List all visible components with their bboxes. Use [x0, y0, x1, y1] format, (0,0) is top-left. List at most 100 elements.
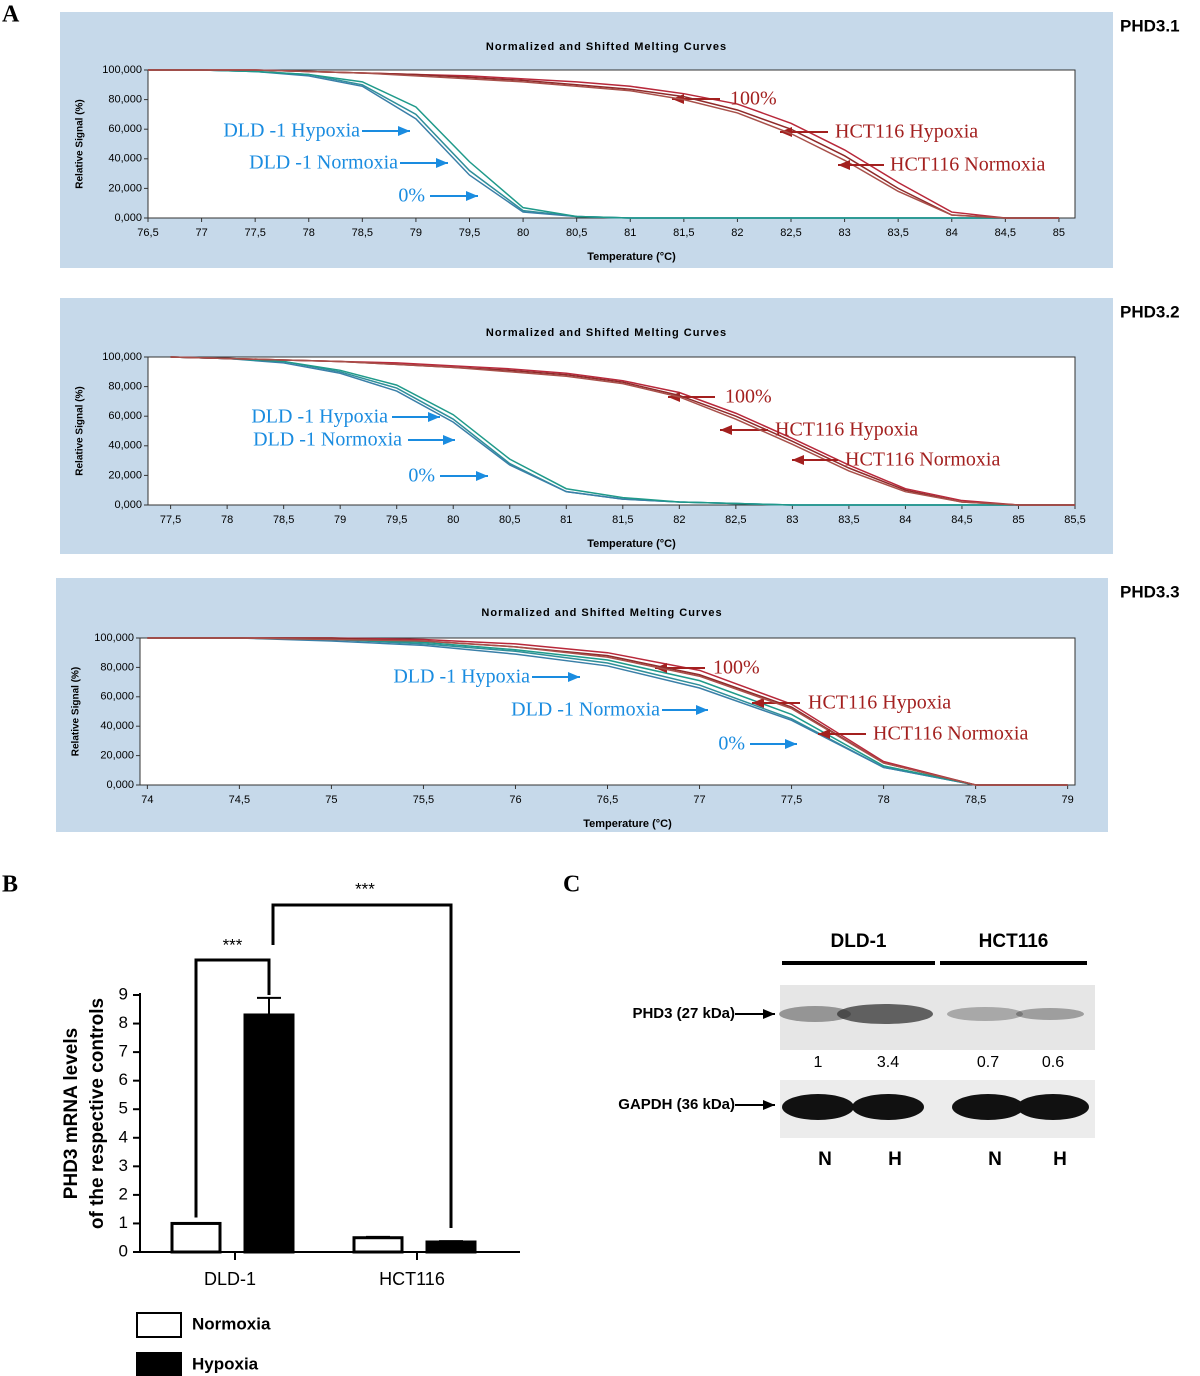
x-tick-label: 77,5	[160, 514, 181, 526]
curve-annotation: 0%	[718, 733, 745, 755]
x-tick-label: 84,5	[951, 514, 972, 526]
x-tick-label: 79,5	[459, 227, 480, 239]
chart-title: Normalized and Shifted Melting Curves	[481, 607, 722, 619]
x-tick-label: 80,5	[566, 227, 587, 239]
x-tick-label: 75,5	[413, 794, 434, 806]
arrow-head	[476, 471, 488, 481]
x-tick-label: 78	[221, 514, 233, 526]
blot-quantification: 0.6	[1042, 1054, 1064, 1071]
y-tick-label: 0	[119, 1241, 128, 1260]
x-tick-label: 78,5	[965, 794, 986, 806]
x-tick-label: 78,5	[352, 227, 373, 239]
y-tick-label: 8	[119, 1013, 128, 1032]
y-tick-label: 20,000	[100, 750, 134, 762]
y-tick-label: 100,000	[94, 632, 134, 644]
y-tick-label: 20,000	[108, 469, 142, 481]
x-tick-label: 79	[410, 227, 422, 239]
melting-curve	[170, 356, 1075, 506]
curve-annotation: 0%	[408, 465, 435, 487]
x-tick-label: 77,5	[781, 794, 802, 806]
panel-letter: A	[2, 2, 20, 28]
x-tick-label: 78,5	[273, 514, 294, 526]
plot-area	[147, 69, 1076, 219]
blot-quantification: 1	[814, 1054, 823, 1071]
x-tick-label: 78	[303, 227, 315, 239]
y-axis-label: Relative Signal (%)	[71, 667, 82, 756]
arrow-head	[785, 739, 797, 749]
curve-annotation: DLD -1 Hypoxia	[393, 666, 530, 688]
blot-band	[782, 1094, 854, 1120]
blot-row-label: GAPDH (36 kDa)	[618, 1096, 735, 1113]
y-tick-label: 100,000	[102, 64, 142, 76]
x-tick-label: 77	[693, 794, 705, 806]
bar	[352, 1236, 404, 1254]
curve-annotation: HCT116 Normoxia	[873, 723, 1028, 745]
x-tick-label: 81,5	[612, 514, 633, 526]
x-tick-label: 85	[1053, 227, 1065, 239]
curve-annotation: DLD -1 Normoxia	[249, 152, 398, 174]
x-tick-label: 83	[838, 227, 850, 239]
lane-label: N	[988, 1149, 1002, 1170]
x-tick-label: 83,5	[887, 227, 908, 239]
y-tick-label: 80,000	[108, 94, 142, 106]
lane-label: H	[1053, 1149, 1067, 1170]
x-tick-label: 77,5	[244, 227, 265, 239]
curve-annotation: HCT116 Hypoxia	[835, 121, 978, 143]
x-tick-label: 76	[509, 794, 521, 806]
y-tick-label: 40,000	[108, 153, 142, 165]
legend-swatch	[136, 1352, 182, 1376]
melting-curve	[148, 69, 1059, 219]
panel-label: PHD3.3	[1120, 582, 1180, 601]
arrow-head	[838, 160, 850, 170]
melting-curve	[147, 637, 1068, 786]
y-tick-label: 60,000	[108, 123, 142, 135]
x-tick-label: 80,5	[499, 514, 520, 526]
curve-annotation: HCT116 Normoxia	[890, 154, 1045, 176]
y-axis-label: Relative Signal (%)	[75, 386, 86, 475]
y-tick-label: 0,000	[114, 499, 142, 511]
y-tick-label: 80,000	[108, 381, 142, 393]
y-tick-label: 0,000	[114, 212, 142, 224]
x-tick-label: 78	[877, 794, 889, 806]
x-tick-label: 74,5	[229, 794, 250, 806]
arrow-head	[696, 705, 708, 715]
y-tick-label: 20,000	[108, 182, 142, 194]
blot-group-label: HCT116	[979, 931, 1049, 952]
y-tick-label: 2	[119, 1184, 128, 1203]
melting-curve	[148, 69, 1059, 219]
x-tick-label: 80	[517, 227, 529, 239]
significance-label: ***	[355, 879, 375, 898]
blot-quantification: 0.7	[977, 1054, 999, 1071]
x-tick-label: 79,5	[386, 514, 407, 526]
blot-band	[1017, 1094, 1089, 1120]
curve-annotation: DLD -1 Hypoxia	[223, 120, 360, 142]
arrow-head	[466, 191, 478, 201]
x-tick-label: 85,5	[1064, 514, 1085, 526]
x-tick-label: 85	[1012, 514, 1024, 526]
arrow-head	[792, 455, 804, 465]
x-tick-label: 81	[560, 514, 572, 526]
melting-curve	[170, 356, 1075, 506]
x-axis-label: Temperature (°C)	[587, 251, 676, 263]
x-tick-label: 83,5	[838, 514, 859, 526]
curve-annotation: HCT116 Hypoxia	[808, 692, 951, 714]
blot-membrane	[780, 985, 1095, 1050]
blot-row-label: PHD3 (27 kDa)	[632, 1005, 735, 1022]
arrow-head	[818, 729, 830, 739]
y-tick-label: 40,000	[108, 440, 142, 452]
y-tick-label: 6	[119, 1070, 128, 1089]
y-tick-label: 7	[119, 1042, 128, 1061]
x-tick-label: 81,5	[673, 227, 694, 239]
lane-label: N	[818, 1149, 832, 1170]
x-tick-label: 82	[673, 514, 685, 526]
curve-annotation: DLD -1 Normoxia	[253, 429, 402, 451]
chart-title: Normalized and Shifted Melting Curves	[486, 41, 727, 53]
arrow-head	[568, 672, 580, 682]
x-tick-label: DLD-1	[204, 1269, 256, 1289]
x-tick-label: 83	[786, 514, 798, 526]
y-axis-label: Relative Signal (%)	[75, 99, 86, 188]
x-tick-label: 75	[325, 794, 337, 806]
y-tick-label: 80,000	[100, 661, 134, 673]
bar	[425, 1240, 477, 1254]
